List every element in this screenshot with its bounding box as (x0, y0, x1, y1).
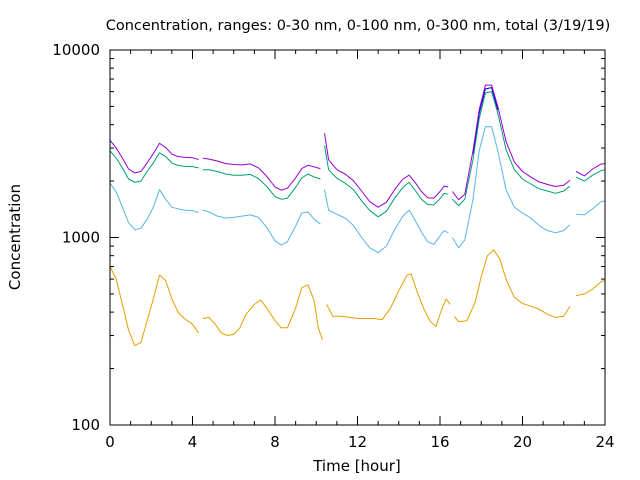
x-tick-label: 16 (430, 433, 449, 451)
series-1 (109, 126, 606, 254)
y-axis-label: Concentration (6, 184, 24, 290)
series-layer (109, 84, 606, 347)
series-4-segment-2 (324, 133, 449, 208)
series-4-segment-3 (452, 84, 571, 201)
series-1-segment-4 (576, 200, 606, 216)
y-tick-label: 100 (71, 416, 100, 434)
series-2-segment-2 (324, 145, 449, 218)
series-0 (109, 249, 606, 347)
series-3 (472, 87, 499, 154)
series-1-segment-2 (324, 189, 449, 254)
series-0-segment-2 (326, 273, 451, 328)
series-0-segment-0 (109, 266, 200, 347)
series-1-segment-1 (202, 209, 321, 246)
series-4-segment-0 (109, 139, 199, 174)
series-2-segment-0 (109, 150, 199, 183)
series-2-segment-3 (452, 91, 571, 207)
ticks-layer: 0 4 8 12 16 20 24 100 1000 10000 (52, 41, 614, 451)
series-0-segment-1 (202, 284, 323, 340)
y-tick-label: 10000 (52, 41, 100, 59)
chart-title: Concentration, ranges: 0-30 nm, 0-100 nm… (106, 18, 611, 34)
series-1-segment-0 (109, 182, 199, 231)
x-tick-label: 8 (270, 433, 280, 451)
series-4-segment-1 (202, 157, 321, 191)
series-1-segment-3 (451, 126, 571, 249)
y-tick-label: 1000 (62, 229, 100, 247)
x-tick-label: 0 (105, 433, 115, 451)
series-3-segment-0 (472, 87, 499, 154)
x-tick-label: 12 (348, 433, 367, 451)
series-2 (109, 91, 606, 218)
x-tick-label: 24 (595, 433, 614, 451)
series-0-segment-4 (575, 280, 606, 297)
series-4-segment-4 (575, 163, 606, 177)
series-2-segment-1 (202, 169, 321, 200)
x-axis-label: Time [hour] (312, 457, 401, 475)
x-tick-label: 4 (188, 433, 198, 451)
plot-frame (109, 49, 606, 426)
x-tick-label: 20 (513, 433, 532, 451)
series-4 (109, 84, 606, 208)
series-0-segment-3 (454, 249, 571, 323)
series-2-segment-4 (575, 169, 606, 182)
